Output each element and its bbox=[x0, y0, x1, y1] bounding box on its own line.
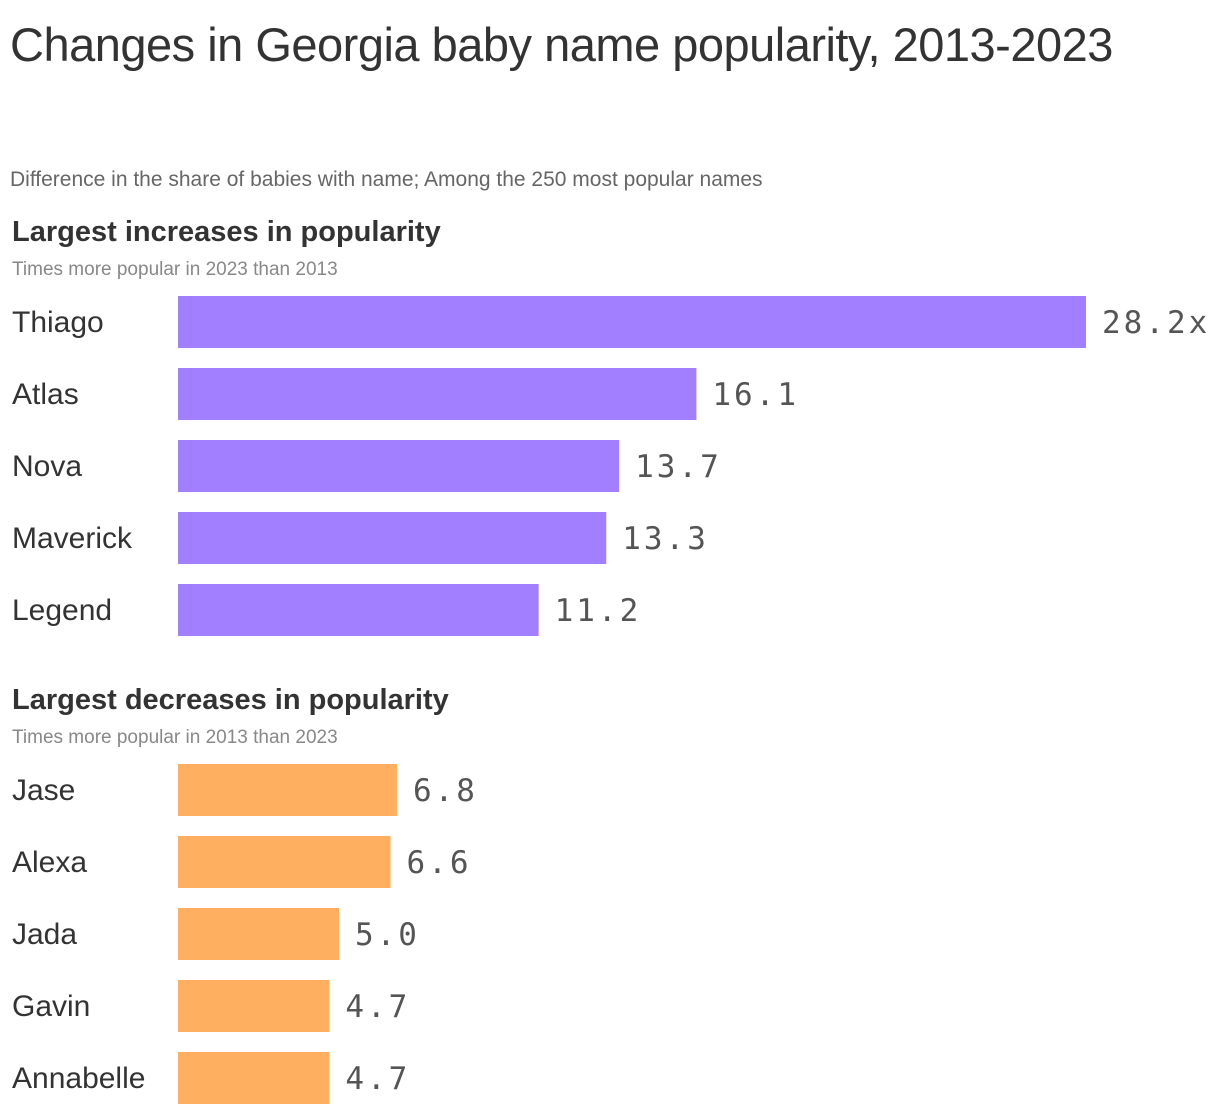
bar-category-label: Legend bbox=[12, 594, 112, 627]
bar-value-label: 5.0 bbox=[355, 917, 420, 953]
bar-value-label: 6.8 bbox=[413, 773, 478, 809]
increases-section-subtitle: Times more popular in 2023 than 2013 bbox=[12, 259, 338, 280]
chart-title: Changes in Georgia baby name popularity,… bbox=[10, 18, 1113, 71]
bar bbox=[178, 440, 620, 492]
decreases-section-subtitle: Times more popular in 2013 than 2023 bbox=[12, 727, 338, 748]
bar bbox=[178, 512, 607, 564]
decreases-section-title: Largest decreases in popularity bbox=[12, 684, 449, 716]
bar-value-label: 16.1 bbox=[712, 377, 799, 413]
bar-value-label: 13.3 bbox=[622, 521, 709, 557]
bar-value-label: 4.7 bbox=[345, 1061, 410, 1097]
bar bbox=[178, 836, 391, 888]
bar-category-label: Alexa bbox=[12, 846, 87, 879]
bar bbox=[178, 368, 697, 420]
bar bbox=[178, 296, 1086, 348]
bar-category-label: Gavin bbox=[12, 990, 90, 1023]
bar-value-label: 13.7 bbox=[635, 449, 722, 485]
bar-category-label: Nova bbox=[12, 450, 82, 483]
bar bbox=[178, 584, 539, 636]
bar bbox=[178, 908, 339, 960]
bar-category-label: Maverick bbox=[12, 522, 133, 555]
bar bbox=[178, 980, 330, 1032]
bar-value-label: 11.2 bbox=[555, 593, 642, 629]
bar bbox=[178, 1052, 330, 1104]
bar-value-label: 6.6 bbox=[407, 845, 472, 881]
bar bbox=[178, 764, 397, 816]
increases-section-title: Largest increases in popularity bbox=[12, 216, 441, 248]
bar-category-label: Annabelle bbox=[12, 1062, 145, 1095]
bar-value-label: 4.7 bbox=[345, 989, 410, 1025]
bar-category-label: Jase bbox=[12, 774, 75, 807]
chart-subtitle: Difference in the share of babies with n… bbox=[10, 168, 763, 191]
bar-category-label: Jada bbox=[12, 918, 77, 951]
bar-value-label: 28.2x bbox=[1102, 305, 1210, 341]
bar-category-label: Thiago bbox=[12, 306, 104, 339]
bar-category-label: Atlas bbox=[12, 378, 79, 411]
